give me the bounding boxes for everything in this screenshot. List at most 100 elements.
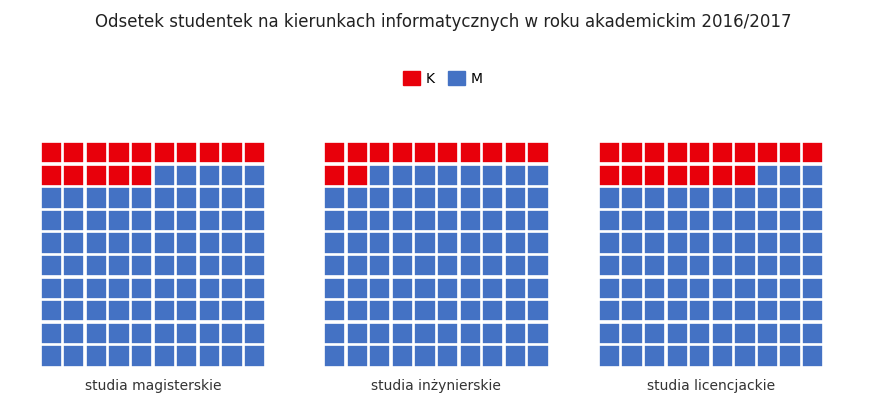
Bar (527, 323, 548, 344)
Bar (86, 210, 107, 231)
Bar (86, 165, 107, 186)
Bar (346, 232, 368, 254)
Bar (666, 323, 688, 344)
Bar (734, 210, 756, 231)
Bar (63, 323, 84, 344)
Bar (437, 345, 458, 367)
Bar (621, 232, 642, 254)
Bar (734, 187, 756, 208)
Bar (757, 300, 778, 322)
Bar (176, 232, 198, 254)
Legend: K, M: K, M (398, 65, 488, 91)
Bar (644, 345, 665, 367)
Bar (527, 278, 548, 299)
Bar (392, 165, 413, 186)
Bar (131, 278, 152, 299)
Bar (176, 345, 198, 367)
Bar (505, 187, 526, 208)
Bar (324, 165, 346, 186)
Bar (369, 142, 391, 163)
Bar (734, 232, 756, 254)
Bar (415, 232, 436, 254)
Bar (131, 165, 152, 186)
Bar (460, 232, 481, 254)
Bar (108, 142, 129, 163)
Bar (599, 232, 620, 254)
Bar (666, 278, 688, 299)
Bar (802, 345, 823, 367)
Bar (176, 300, 198, 322)
Bar (324, 323, 346, 344)
Bar (415, 255, 436, 276)
Bar (131, 142, 152, 163)
Bar (369, 232, 391, 254)
Bar (780, 210, 801, 231)
Bar (780, 345, 801, 367)
Bar (346, 323, 368, 344)
Bar (711, 232, 733, 254)
Bar (666, 232, 688, 254)
Bar (621, 278, 642, 299)
Bar (86, 323, 107, 344)
Bar (621, 345, 642, 367)
Bar (505, 255, 526, 276)
Bar (460, 187, 481, 208)
Bar (599, 142, 620, 163)
Bar (599, 323, 620, 344)
Bar (734, 323, 756, 344)
Bar (527, 165, 548, 186)
Bar (63, 278, 84, 299)
Bar (198, 255, 220, 276)
Bar (108, 187, 129, 208)
Bar (324, 255, 346, 276)
Bar (757, 278, 778, 299)
Bar (86, 345, 107, 367)
Bar (711, 300, 733, 322)
Bar (802, 255, 823, 276)
Bar (460, 323, 481, 344)
Bar (734, 278, 756, 299)
Bar (244, 255, 265, 276)
Bar (460, 142, 481, 163)
Bar (666, 142, 688, 163)
Bar (599, 165, 620, 186)
Bar (392, 210, 413, 231)
Bar (131, 187, 152, 208)
Bar (415, 165, 436, 186)
Bar (757, 323, 778, 344)
Bar (415, 278, 436, 299)
Bar (482, 255, 503, 276)
Bar (324, 278, 346, 299)
Bar (527, 142, 548, 163)
Bar (482, 165, 503, 186)
Bar (460, 300, 481, 322)
Bar (666, 210, 688, 231)
Bar (392, 232, 413, 254)
Bar (666, 255, 688, 276)
Bar (108, 300, 129, 322)
Bar (460, 345, 481, 367)
Bar (644, 187, 665, 208)
Bar (153, 210, 175, 231)
Bar (437, 187, 458, 208)
Bar (41, 345, 62, 367)
Bar (198, 278, 220, 299)
Bar (346, 278, 368, 299)
Bar (153, 255, 175, 276)
Bar (176, 255, 198, 276)
Bar (415, 210, 436, 231)
Bar (437, 300, 458, 322)
Bar (222, 300, 243, 322)
Bar (621, 187, 642, 208)
Bar (644, 232, 665, 254)
Bar (757, 187, 778, 208)
Bar (802, 300, 823, 322)
Bar (482, 278, 503, 299)
Bar (666, 345, 688, 367)
Bar (324, 142, 346, 163)
Bar (802, 165, 823, 186)
Bar (711, 278, 733, 299)
Bar (780, 255, 801, 276)
Bar (599, 187, 620, 208)
Bar (689, 323, 711, 344)
